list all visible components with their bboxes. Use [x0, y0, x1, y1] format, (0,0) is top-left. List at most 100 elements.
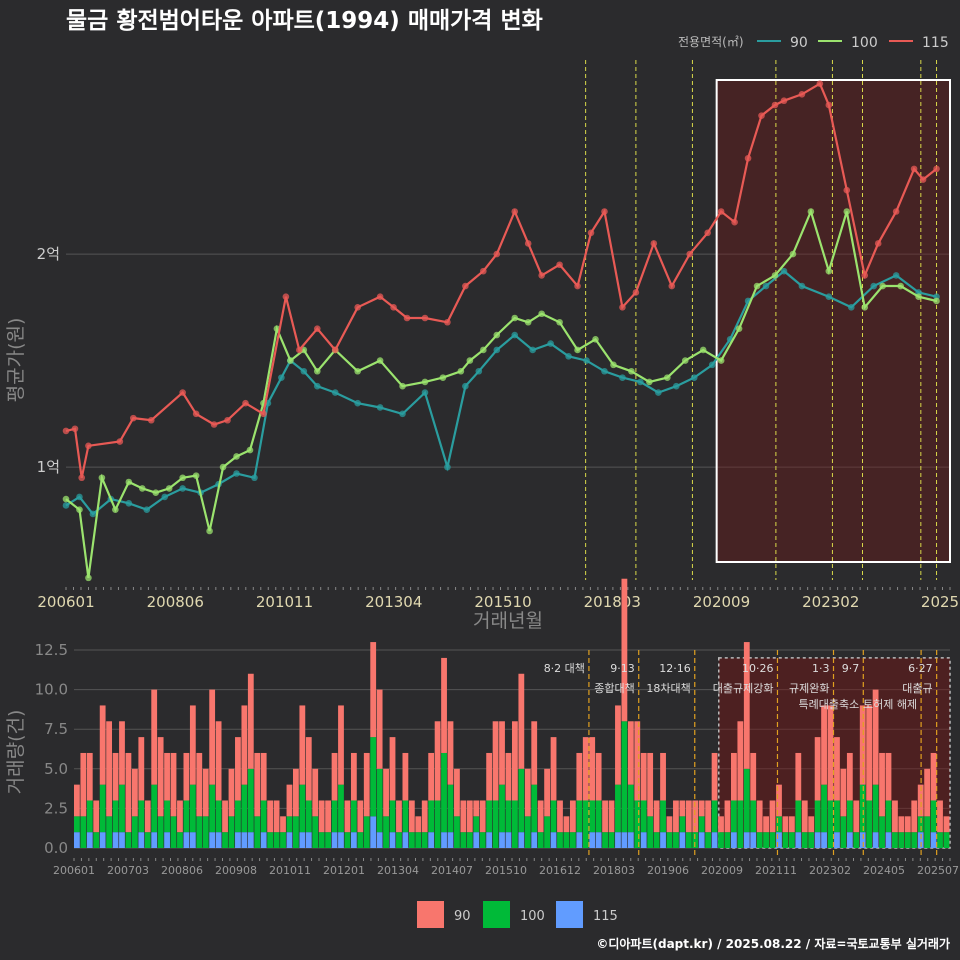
bottom-x-tick-label-7: 201407: [431, 864, 473, 877]
legend-bottom-90-label: 90: [454, 909, 471, 924]
bar-90-38: [318, 800, 325, 833]
bar-90-51: [402, 752, 409, 801]
bar-90-107: [763, 816, 770, 833]
top-point-115-37: [686, 250, 694, 258]
bar-100-70: [524, 816, 531, 848]
bottom-x-tick-label-5: 201201: [323, 864, 365, 877]
top-point-115-22: [444, 318, 451, 326]
bar-100-119: [840, 816, 847, 848]
top-point-100-29: [493, 331, 501, 339]
bar-90-83: [608, 800, 615, 833]
bar-90-125: [879, 752, 885, 817]
bar-100-48: [383, 816, 389, 848]
bar-100-40: [331, 800, 338, 833]
bar-100-17: [183, 800, 190, 833]
bar-90-106: [756, 800, 763, 833]
bar-115-62: [473, 832, 480, 848]
bottom-x-tick-label-11: 201906: [647, 864, 689, 877]
bar-90-58: [447, 721, 454, 785]
bar-90-26: [241, 705, 248, 785]
bar-90-98: [705, 800, 712, 833]
bar-100-85: [621, 721, 628, 833]
bar-100-133: [930, 800, 937, 833]
top-point-100-17: [287, 357, 294, 364]
bottom-y-tick-label-4: 10.0: [35, 681, 68, 699]
top-point-90-45: [870, 282, 878, 290]
top-point-115-52: [910, 165, 918, 173]
legend-bottom-90-swatch: [417, 901, 444, 928]
top-point-100-7: [152, 489, 160, 496]
bar-90-10: [138, 737, 145, 801]
top-point-100-0: [62, 495, 70, 503]
bar-100-114: [808, 832, 815, 848]
bar-90-89: [647, 752, 654, 817]
bar-90-117: [827, 705, 834, 801]
bar-100-64: [486, 800, 493, 833]
legend-bottom: 90 100 115: [417, 901, 618, 928]
bar-90-17: [183, 752, 190, 801]
bar-100-123: [866, 800, 873, 848]
bar-100-15: [170, 816, 177, 848]
bar-100-72: [537, 832, 544, 848]
bar-90-88: [640, 752, 647, 801]
bar-115-94: [679, 832, 686, 848]
top-point-100-47: [807, 208, 815, 215]
bar-100-56: [434, 800, 441, 848]
bar-90-54: [421, 800, 428, 833]
bottom-x-tick-label-9: 201612: [539, 864, 581, 877]
bar-100-65: [492, 800, 499, 848]
bar-115-10: [138, 832, 145, 848]
top-point-90-21: [421, 389, 429, 396]
top-point-100-36: [610, 361, 617, 369]
bottom-x-tick-label-1: 200703: [107, 864, 149, 877]
bar-100-113: [801, 832, 808, 848]
bar-90-23: [222, 800, 228, 833]
bar-90-79: [582, 737, 589, 801]
bar-100-0: [74, 816, 80, 833]
annotation-label-5: 특례대출축소: [799, 698, 860, 711]
bar-115-116: [821, 832, 827, 848]
bar-90-116: [821, 705, 827, 785]
top-point-115-26: [511, 208, 519, 215]
top-point-90-33: [637, 378, 644, 386]
top-point-90-36: [690, 374, 698, 381]
bar-100-53: [415, 832, 422, 848]
bar-90-14: [164, 752, 170, 801]
bar-100-66: [499, 784, 505, 833]
top-point-115-10: [224, 416, 231, 424]
bar-90-56: [434, 721, 441, 801]
top-point-100-8: [165, 485, 173, 492]
top-point-115-28: [538, 272, 545, 279]
bar-100-46: [370, 737, 377, 817]
annotation-date-5: 9·7: [842, 662, 860, 675]
top-point-115-0: [62, 427, 70, 435]
bar-100-26: [241, 784, 248, 833]
bar-100-109: [776, 816, 782, 833]
bar-90-28: [254, 752, 261, 817]
bar-100-105: [750, 800, 757, 833]
top-point-115-45: [798, 91, 806, 98]
bar-90-124: [872, 689, 879, 785]
bar-90-80: [589, 737, 596, 801]
bottom-x-tick-label-16: 202507: [917, 864, 959, 877]
top-point-115-47: [825, 101, 833, 109]
top-point-115-44: [780, 97, 788, 105]
bar-90-128: [898, 816, 905, 833]
bar-90-33: [286, 784, 293, 817]
bar-90-39: [325, 800, 332, 833]
bar-90-24: [228, 768, 235, 817]
bar-90-109: [776, 784, 782, 817]
top-point-100-45: [771, 272, 779, 279]
bar-100-6: [112, 800, 119, 833]
bar-100-74: [550, 800, 557, 833]
top-point-90-40: [762, 282, 770, 290]
bar-115-86: [627, 832, 634, 848]
bar-90-115: [814, 737, 821, 801]
bar-100-69: [518, 768, 525, 833]
bar-90-59: [454, 768, 460, 817]
top-point-100-1: [76, 506, 83, 514]
top-point-115-13: [282, 293, 290, 300]
bar-115-26: [241, 832, 248, 848]
bar-100-39: [325, 832, 332, 848]
top-point-100-49: [843, 208, 851, 215]
